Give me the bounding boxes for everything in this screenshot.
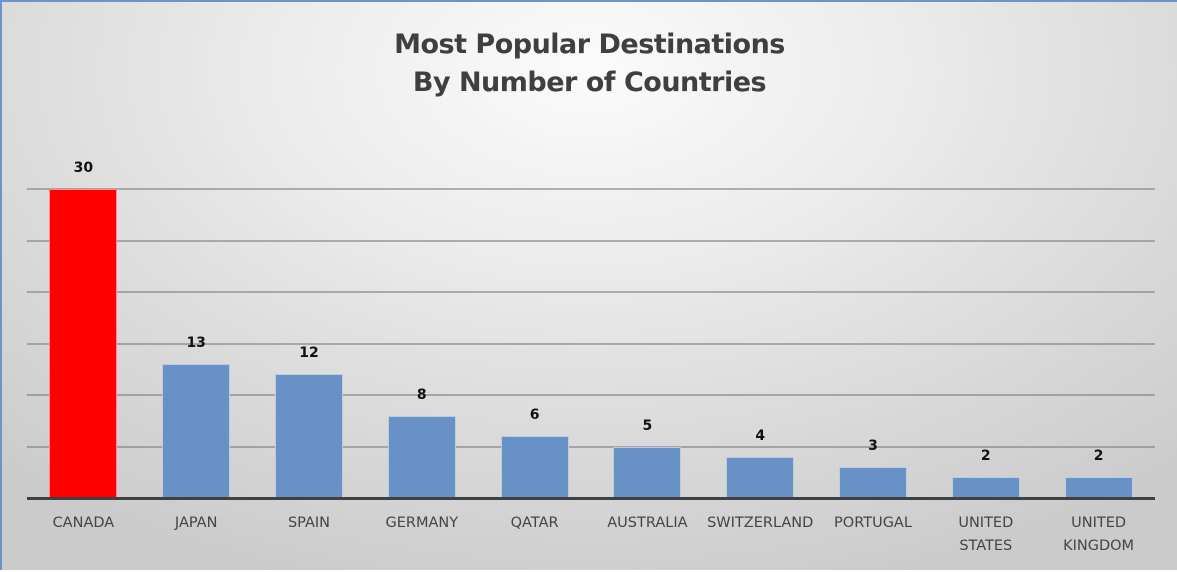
gridline: [27, 394, 1155, 396]
category-label: SPAIN: [287, 515, 331, 531]
gridline: [27, 291, 1155, 293]
bar-australia: [613, 446, 682, 498]
data-label: 13: [186, 335, 206, 352]
data-label: 30: [73, 160, 94, 176]
category-label: QATAR: [510, 515, 559, 531]
category-label: AUSTRALIA: [607, 515, 688, 531]
data-label: 8: [416, 386, 427, 403]
category-label: UNITED STATES: [958, 515, 1014, 554]
category-label: SWITZERLAND: [707, 515, 814, 531]
bar-switzerland: [726, 456, 795, 498]
category-label: GERMANY: [385, 515, 459, 531]
data-label: 6: [529, 407, 540, 424]
bar-germany: [387, 415, 456, 498]
data-label: 2: [1093, 448, 1104, 465]
gridline: [27, 342, 1155, 345]
data-label: 2: [980, 448, 991, 465]
x-axis-line: [27, 497, 1155, 500]
data-label: 5: [642, 417, 653, 434]
bar-united-states: [951, 477, 1020, 498]
data-label: 12: [299, 345, 319, 362]
chart-title-line-1: Most Popular Destinations: [394, 29, 785, 60]
category-label: UNITED KINGDOM: [1063, 515, 1135, 554]
chart-title: Most Popular Destinations By Number of C…: [2, 26, 1177, 102]
bar-united-kingdom: [1064, 477, 1133, 498]
category-label: CANADA: [52, 515, 115, 531]
bar-japan: [162, 364, 231, 498]
data-label: 3: [868, 438, 878, 455]
bar-qatar: [500, 436, 569, 498]
gridline: [27, 188, 1155, 190]
bar-spain: [275, 374, 343, 498]
data-label: 4: [755, 427, 766, 444]
category-label: PORTUGAL: [834, 515, 912, 531]
bar-canada: [49, 189, 118, 498]
bar-portugal: [839, 467, 907, 498]
category-label: JAPAN: [174, 515, 218, 531]
gridline: [27, 445, 1155, 448]
chart-title-line-2: By Number of Countries: [412, 67, 767, 98]
gridline: [27, 239, 1155, 242]
